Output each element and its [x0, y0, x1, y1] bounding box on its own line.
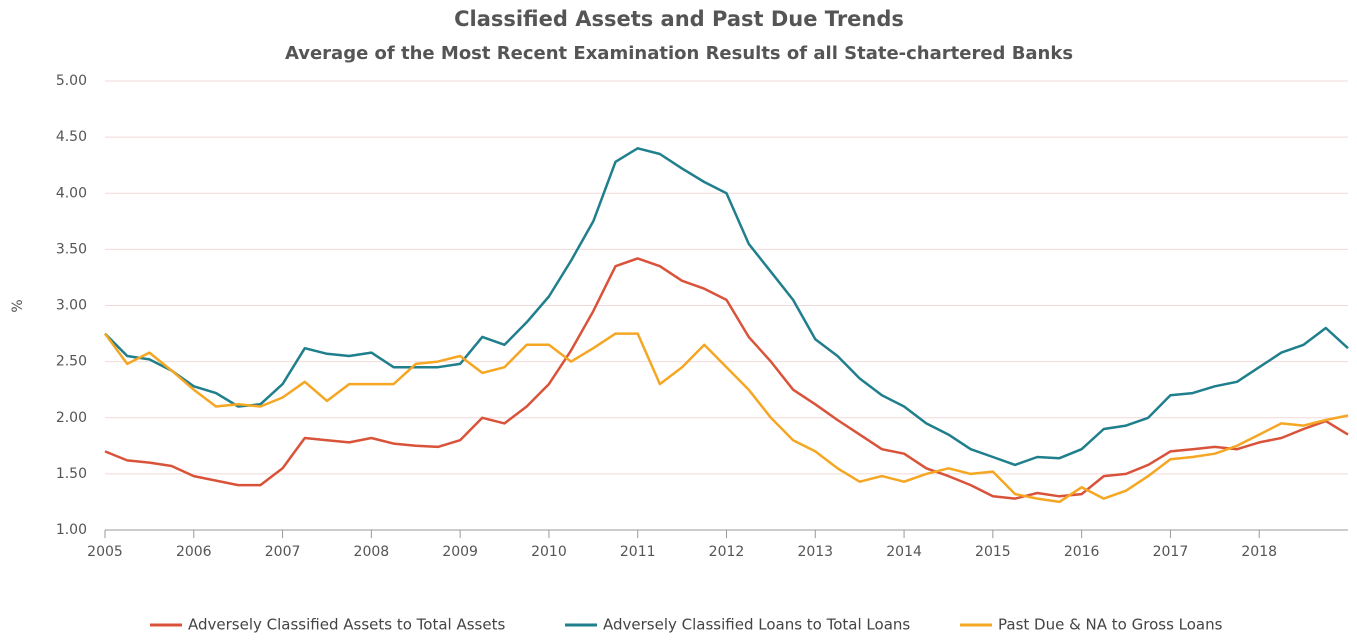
- y-tick-label: 1.00: [56, 522, 87, 538]
- legend-label: Past Due & NA to Gross Loans: [998, 616, 1223, 634]
- x-tick-label: 2010: [531, 544, 567, 560]
- chart-title: Classified Assets and Past Due Trends: [454, 7, 904, 31]
- series-line: [104, 257, 1349, 500]
- x-tick-label: 2006: [176, 544, 212, 560]
- x-tick-label: 2016: [1064, 544, 1100, 560]
- y-tick-label: 1.50: [56, 466, 87, 482]
- legend-label: Adversely Classified Assets to Total Ass…: [188, 616, 505, 634]
- y-tick-label: 2.50: [56, 354, 87, 370]
- x-tick-label: 2012: [709, 544, 745, 560]
- x-tick-label: 2018: [1241, 544, 1277, 560]
- x-tick-label: 2014: [886, 544, 922, 560]
- x-tick-label: 2009: [442, 544, 478, 560]
- y-tick-label: 2.00: [56, 410, 87, 426]
- x-tick-label: 2013: [797, 544, 833, 560]
- y-axis-label: %: [10, 299, 26, 312]
- x-tick-label: 2017: [1153, 544, 1189, 560]
- y-tick-label: 5.00: [56, 73, 87, 89]
- y-tick-label: 3.50: [56, 241, 87, 257]
- series-line: [103, 332, 1349, 504]
- x-tick-label: 2005: [87, 544, 123, 560]
- x-tick-label: 2008: [354, 544, 390, 560]
- chart-subtitle: Average of the Most Recent Examination R…: [285, 43, 1073, 64]
- y-tick-label: 4.00: [56, 185, 87, 201]
- x-tick-label: 2015: [975, 544, 1011, 560]
- series-line: [104, 147, 1349, 467]
- x-tick-label: 2011: [620, 544, 656, 560]
- y-tick-label: 3.00: [56, 298, 87, 314]
- x-tick-label: 2007: [265, 544, 301, 560]
- y-tick-label: 4.50: [56, 129, 87, 145]
- legend-label: Adversely Classified Loans to Total Loan…: [603, 616, 910, 634]
